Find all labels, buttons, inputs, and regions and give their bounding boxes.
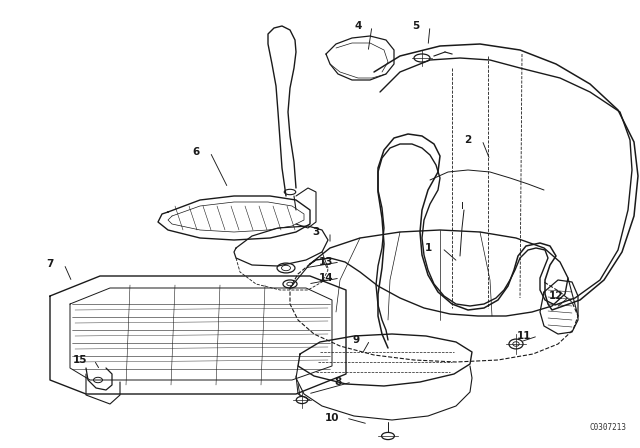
Text: 5: 5	[412, 21, 420, 31]
Text: 12: 12	[548, 291, 563, 301]
Ellipse shape	[296, 396, 308, 404]
Ellipse shape	[509, 339, 523, 349]
Text: 13: 13	[319, 257, 333, 267]
Text: 8: 8	[334, 377, 342, 387]
Text: 14: 14	[319, 273, 333, 283]
Ellipse shape	[414, 54, 430, 62]
Text: 6: 6	[193, 147, 200, 157]
Ellipse shape	[93, 377, 102, 383]
Ellipse shape	[381, 432, 394, 439]
Text: 10: 10	[324, 413, 339, 423]
Text: 2: 2	[465, 135, 472, 145]
Text: 4: 4	[355, 21, 362, 31]
Text: 15: 15	[73, 355, 87, 365]
Text: 11: 11	[516, 331, 531, 341]
Ellipse shape	[277, 263, 295, 273]
Ellipse shape	[283, 280, 297, 288]
Text: 3: 3	[312, 227, 319, 237]
Text: 7: 7	[46, 259, 54, 269]
Text: 9: 9	[353, 335, 360, 345]
Text: 1: 1	[424, 243, 431, 253]
Text: C0307213: C0307213	[590, 423, 627, 432]
